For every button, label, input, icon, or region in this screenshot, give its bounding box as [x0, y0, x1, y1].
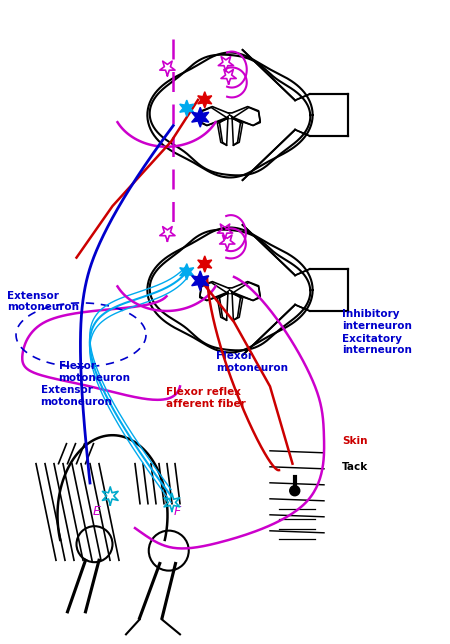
Text: Tack: Tack: [342, 462, 368, 472]
Polygon shape: [192, 108, 209, 127]
Polygon shape: [150, 55, 310, 175]
Text: F: F: [174, 506, 181, 518]
Text: Extensor
motoneuron: Extensor motoneuron: [7, 290, 79, 312]
Text: Flexor
motoneuron: Flexor motoneuron: [216, 351, 288, 373]
Text: Flexor
motoneuron: Flexor motoneuron: [58, 361, 130, 383]
Polygon shape: [147, 227, 313, 352]
Polygon shape: [192, 271, 209, 290]
Polygon shape: [198, 256, 212, 272]
Polygon shape: [198, 91, 212, 108]
Text: Extensor
motoneuron: Extensor motoneuron: [40, 385, 112, 407]
Circle shape: [290, 486, 300, 496]
Polygon shape: [180, 100, 194, 117]
Text: E: E: [93, 506, 101, 518]
Text: Inhibitory
interneuron: Inhibitory interneuron: [342, 309, 412, 331]
Text: Flexor reflex
afferent fiber: Flexor reflex afferent fiber: [166, 387, 246, 409]
Polygon shape: [180, 263, 194, 280]
Polygon shape: [150, 230, 310, 350]
Polygon shape: [147, 53, 313, 178]
Text: Excitatory
interneuron: Excitatory interneuron: [342, 334, 412, 355]
Text: Skin: Skin: [342, 436, 368, 446]
